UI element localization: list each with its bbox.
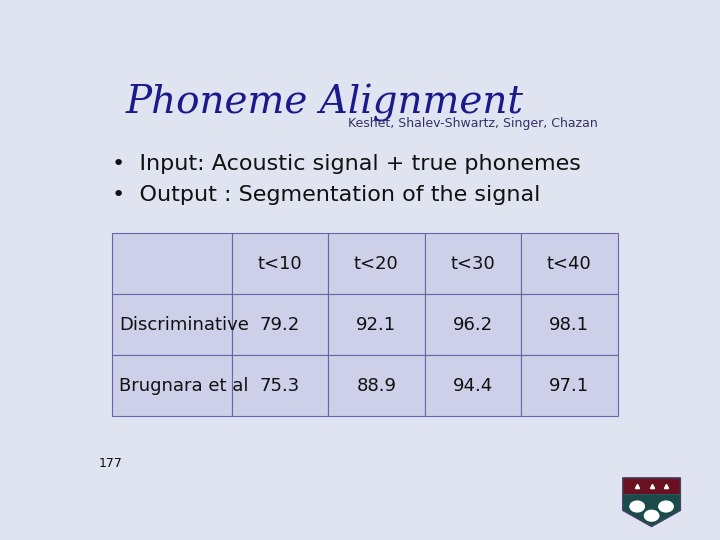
- Circle shape: [659, 501, 673, 512]
- Text: 177: 177: [99, 457, 122, 470]
- FancyBboxPatch shape: [112, 233, 232, 294]
- Polygon shape: [623, 478, 680, 494]
- FancyBboxPatch shape: [521, 294, 618, 355]
- Text: t<40: t<40: [547, 255, 592, 273]
- FancyBboxPatch shape: [112, 294, 232, 355]
- FancyBboxPatch shape: [521, 355, 618, 416]
- Text: Brugnara et al: Brugnara et al: [119, 377, 248, 395]
- Text: 79.2: 79.2: [260, 316, 300, 334]
- FancyBboxPatch shape: [521, 233, 618, 294]
- Text: 96.2: 96.2: [453, 316, 493, 334]
- FancyBboxPatch shape: [425, 294, 521, 355]
- FancyBboxPatch shape: [425, 233, 521, 294]
- Text: 97.1: 97.1: [549, 377, 590, 395]
- Text: 88.9: 88.9: [356, 377, 397, 395]
- Text: •  Output : Segmentation of the signal: • Output : Segmentation of the signal: [112, 185, 541, 205]
- FancyBboxPatch shape: [328, 294, 425, 355]
- Text: 98.1: 98.1: [549, 316, 590, 334]
- Text: t<30: t<30: [451, 255, 495, 273]
- Text: t<20: t<20: [354, 255, 399, 273]
- FancyBboxPatch shape: [328, 355, 425, 416]
- Circle shape: [630, 501, 644, 512]
- Text: 94.4: 94.4: [453, 377, 493, 395]
- Text: Phoneme Alignment: Phoneme Alignment: [125, 84, 523, 122]
- Circle shape: [644, 510, 659, 521]
- FancyBboxPatch shape: [328, 233, 425, 294]
- FancyBboxPatch shape: [112, 355, 232, 416]
- FancyBboxPatch shape: [425, 355, 521, 416]
- Polygon shape: [623, 494, 680, 526]
- Polygon shape: [623, 478, 680, 526]
- Text: t<10: t<10: [258, 255, 302, 273]
- Text: Discriminative: Discriminative: [119, 316, 249, 334]
- FancyBboxPatch shape: [232, 233, 328, 294]
- Text: 75.3: 75.3: [260, 377, 300, 395]
- Text: 92.1: 92.1: [356, 316, 397, 334]
- FancyBboxPatch shape: [232, 355, 328, 416]
- Text: •  Input: Acoustic signal + true phonemes: • Input: Acoustic signal + true phonemes: [112, 154, 581, 174]
- FancyBboxPatch shape: [232, 294, 328, 355]
- Text: Keshet, Shalev-Shwartz, Singer, Chazan: Keshet, Shalev-Shwartz, Singer, Chazan: [348, 117, 598, 130]
